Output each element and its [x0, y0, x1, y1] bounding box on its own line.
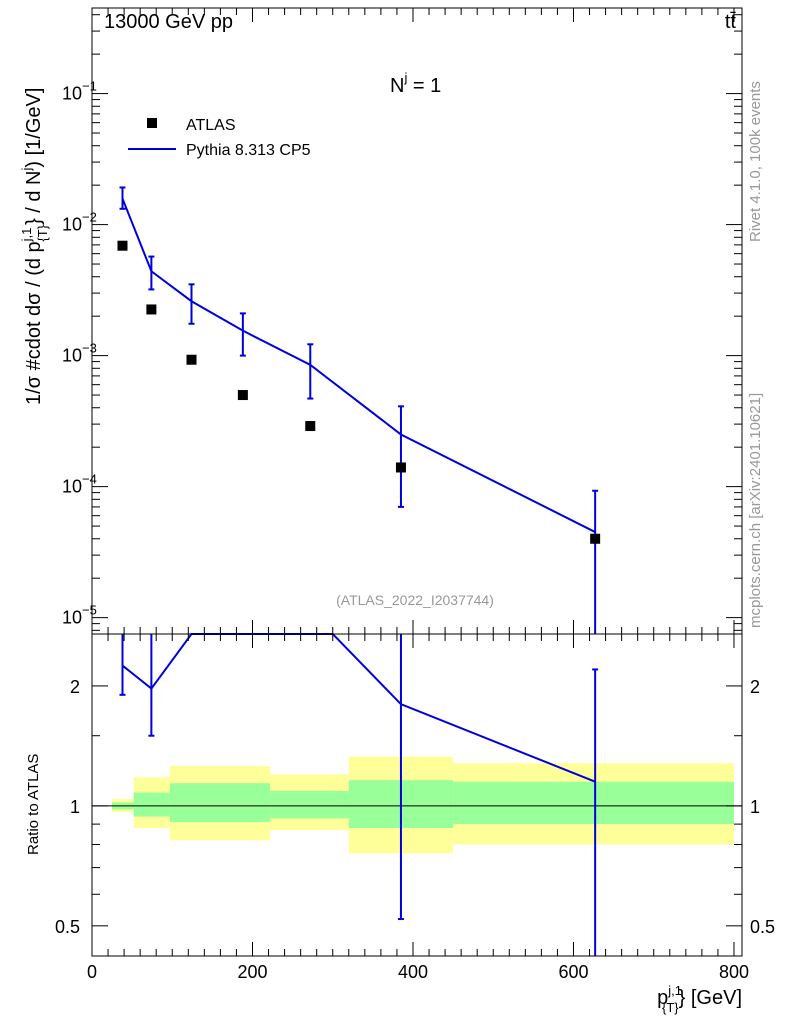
- legend-pythia-label: Pythia 8.313 CP5: [186, 142, 311, 159]
- ratio-y-tick-label: 2: [70, 677, 80, 697]
- source-label: mcplots.cern.ch [arXiv:2401.10621]: [747, 393, 764, 628]
- main-y-tick-label: 10−3: [62, 341, 97, 366]
- ratio-y-tick-label-right: 1: [750, 797, 760, 817]
- main-y-axis-label: 1/σ #cdot dσ / (d pj,1{T}} / d Nj) [1/Ge…: [19, 88, 50, 405]
- main-y-tick-label: 10−1: [62, 79, 97, 104]
- main-y-tick-label: 10−2: [62, 210, 97, 235]
- atlas-data-point: [395, 462, 406, 473]
- pythia-mc-line: [121, 198, 596, 533]
- energy-label: 13000 GeV pp: [104, 11, 233, 33]
- process-label: tt̄: [725, 11, 737, 33]
- x-tick-label: 400: [398, 962, 428, 982]
- rivet-version-label: Rivet 4.1.0, 100k events: [747, 81, 764, 242]
- ratio-band-inner: [169, 783, 271, 823]
- ratio-y-axis-label: Ratio to ATLAS: [25, 754, 42, 855]
- atlas-data-point: [237, 390, 248, 401]
- atlas-data-point: [146, 304, 157, 315]
- x-tick-label: 200: [237, 962, 267, 982]
- atlas-data-point: [305, 421, 316, 432]
- x-axis-label: pj,1 {T}} [GeV]: [657, 983, 742, 1015]
- x-tick-label: 600: [558, 962, 588, 982]
- main-y-tick-label: 10−5: [62, 603, 97, 628]
- panel-title: Nj = 1: [390, 70, 441, 97]
- x-tick-label: 0: [87, 962, 97, 982]
- ratio-y-tick-label: 1: [70, 797, 80, 817]
- ratio-y-tick-label-right: 2: [750, 677, 760, 697]
- x-tick-label: 800: [719, 962, 749, 982]
- ratio-band-inner: [133, 792, 170, 817]
- ratio-y-tick-label: 0.5: [55, 917, 80, 937]
- atlas-data-point: [186, 354, 197, 365]
- ratio-plot-area: 0.5 0.5 1 1 2 2 0 200 400 600 800: [55, 633, 775, 982]
- ratio-band-inner: [270, 790, 349, 819]
- ratio-plot-frame: [91, 633, 743, 957]
- analysis-id-label: (ATLAS_2022_I2037744): [336, 592, 494, 608]
- main-plot-area: 10−5 10−4 10−3 10−2 10−1: [62, 7, 743, 635]
- atlas-data-point: [117, 240, 128, 251]
- legend-atlas-label: ATLAS: [186, 117, 236, 134]
- legend: ATLAS Pythia 8.313 CP5: [128, 117, 311, 159]
- main-y-tick-label: 10−4: [62, 472, 97, 497]
- atlas-data-point: [590, 533, 601, 544]
- main-plot-frame: [91, 7, 743, 635]
- ratio-band-inner: [453, 781, 734, 825]
- ratio-y-tick-label-right: 0.5: [750, 917, 775, 937]
- legend-atlas-marker: [147, 118, 157, 128]
